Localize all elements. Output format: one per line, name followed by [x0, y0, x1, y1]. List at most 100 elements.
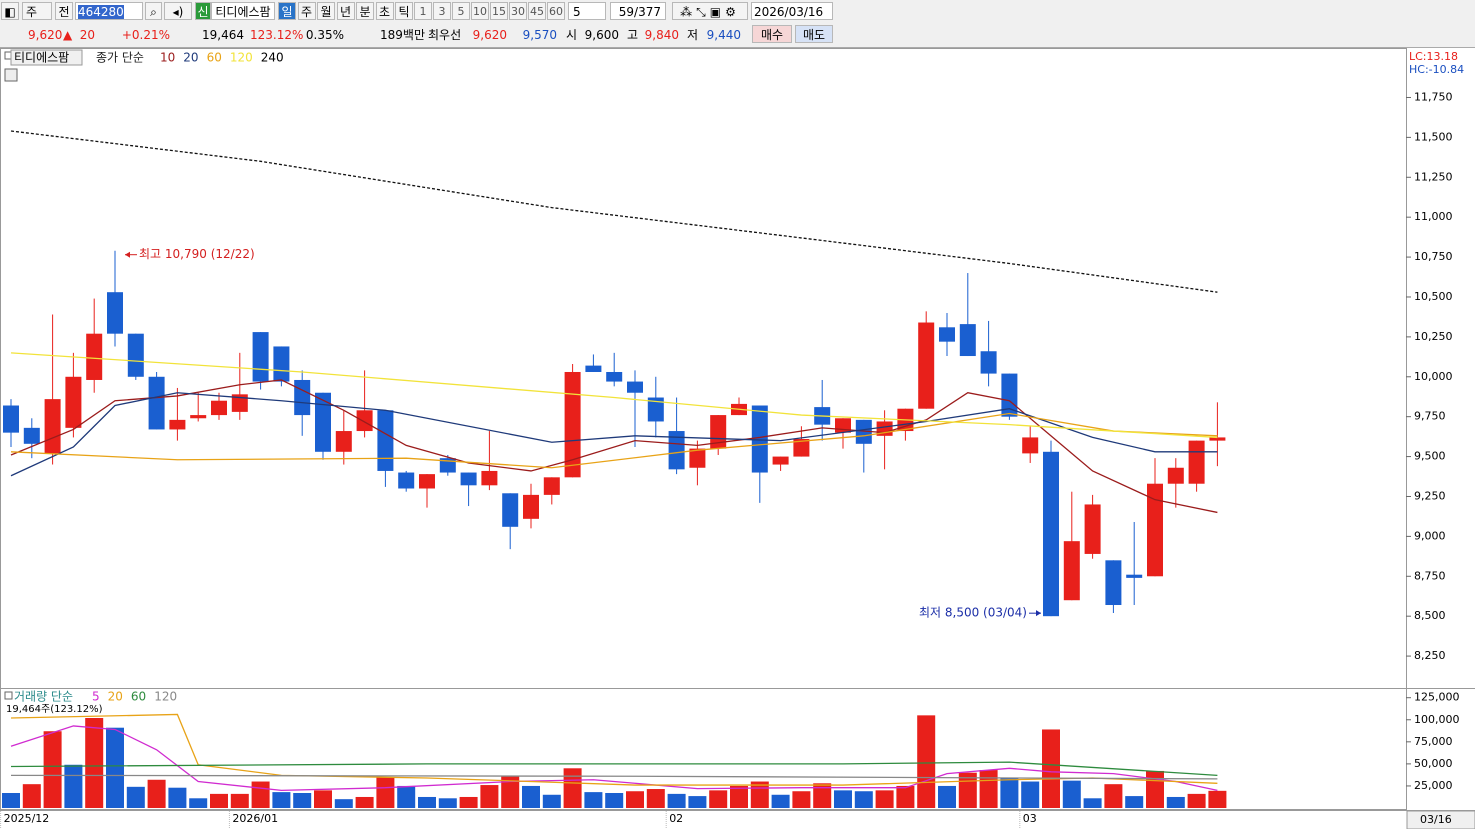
candle-body	[647, 397, 664, 422]
volume-bar	[64, 764, 83, 808]
volume-bar	[85, 718, 104, 808]
volume: 19,464	[202, 28, 244, 42]
unit-button[interactable]: 분	[356, 2, 374, 20]
volume-bar	[2, 793, 20, 808]
unit-button[interactable]: 일	[278, 2, 296, 20]
y-tick-label: 10,250	[1414, 330, 1453, 343]
ma-legend: 5	[92, 690, 100, 704]
volume-bar	[1062, 780, 1081, 808]
ma-legend: 20	[183, 51, 198, 65]
volume-bar	[1125, 796, 1144, 808]
volume-bar	[1042, 729, 1060, 808]
candle-body	[627, 381, 643, 393]
ma-label: 종가 단순	[96, 51, 144, 65]
candle-body	[356, 410, 373, 432]
candle-body	[1105, 560, 1122, 606]
legend-name-box	[10, 49, 83, 66]
buy-button[interactable]: 매수	[752, 25, 792, 43]
volume-bar	[563, 768, 582, 808]
candle-body	[939, 327, 955, 342]
low: 9,440	[706, 28, 741, 42]
minute-button[interactable]: 30	[509, 2, 527, 20]
volume-bar	[1021, 781, 1040, 808]
candle-body	[523, 494, 539, 519]
y-tick-label: 9,750	[1414, 410, 1446, 423]
volume-bar	[938, 785, 956, 808]
best-ask: 9,620	[472, 28, 507, 42]
volume-bar	[501, 776, 520, 808]
candle-body	[959, 324, 976, 357]
menu-icon[interactable]: ◧	[1, 2, 19, 20]
unit-button[interactable]: 초	[375, 2, 394, 20]
amount: 189백만	[380, 28, 425, 42]
volume-bar	[605, 793, 624, 808]
y-tick-label: 11,250	[1414, 170, 1453, 183]
count-select[interactable]: 5	[568, 2, 606, 20]
minute-button[interactable]: 45	[528, 2, 546, 20]
minute-button[interactable]: 15	[490, 2, 508, 20]
volume-bar	[875, 790, 894, 808]
candle-body	[689, 448, 706, 468]
low-label: 저	[687, 28, 699, 42]
speaker-button[interactable]: ◂)	[164, 2, 192, 20]
period-select[interactable]: 주	[22, 2, 52, 20]
candle-body	[419, 474, 435, 489]
candle-body	[1188, 440, 1205, 484]
volume-bar	[792, 791, 811, 808]
tool-icons[interactable]: ⁂⤡▣⚙	[672, 2, 748, 20]
minute-button[interactable]: 10	[471, 2, 489, 20]
candle-body	[315, 392, 331, 452]
candle-body	[377, 410, 394, 471]
unit-button[interactable]: 월	[317, 2, 335, 20]
stock-name: 티디에스팜	[211, 2, 275, 20]
volume-bar	[189, 798, 208, 808]
candle-body	[1084, 504, 1101, 554]
unit-button[interactable]: 년	[336, 2, 355, 20]
candle-body	[606, 371, 623, 382]
volume-bar	[397, 785, 416, 808]
volume-bar	[688, 796, 707, 808]
volume-bar	[854, 791, 873, 808]
best-bid: 9,570	[522, 28, 557, 42]
candle-body	[1167, 467, 1184, 484]
volume-bar	[667, 793, 686, 808]
volume-bar	[896, 785, 915, 808]
candle-body	[211, 400, 227, 416]
volume-title: 거래량 단순	[14, 690, 73, 704]
volume-bar	[709, 790, 728, 808]
y-tick-label: 8,500	[1414, 609, 1446, 622]
candle-body	[3, 405, 19, 433]
prev-button[interactable]: 전	[55, 2, 73, 20]
legend-name: 티디에스팜	[14, 51, 69, 65]
minute-button[interactable]: 60	[547, 2, 565, 20]
y-tick-label: 11,500	[1414, 130, 1453, 143]
minute-button[interactable]: 1	[414, 2, 432, 20]
candle-body	[543, 477, 560, 495]
annotation: 최고 10,790 (12/22)	[139, 247, 255, 261]
volume-bar	[230, 793, 249, 808]
search-button[interactable]: ⌕	[145, 2, 162, 20]
candle-body	[855, 419, 872, 444]
date-input[interactable]: 2026/03/16	[751, 2, 833, 20]
volume-bar	[251, 781, 270, 808]
volume-bar	[730, 785, 748, 808]
y-tick-label: 75,000	[1414, 735, 1453, 748]
code-input[interactable]: 464280	[75, 2, 143, 20]
minute-button[interactable]: 5	[452, 2, 470, 20]
candle-body	[1022, 437, 1039, 454]
candle-body	[1147, 483, 1163, 577]
up-arrow: ▲	[63, 28, 73, 42]
candle-body	[502, 493, 519, 527]
candle-body	[772, 456, 789, 465]
sell-button[interactable]: 매도	[795, 25, 833, 43]
unit-button[interactable]: 주	[297, 2, 316, 20]
y-tick-label: 50,000	[1414, 757, 1453, 770]
y-tick-label: 10,750	[1414, 250, 1453, 263]
candle-body	[585, 365, 602, 372]
x-tick-label: 03	[1023, 812, 1037, 825]
candle-body	[273, 346, 290, 382]
volume-ratio: 123.12%	[250, 28, 304, 42]
minute-button[interactable]: 3	[433, 2, 451, 20]
unit-button[interactable]: 틱	[395, 2, 413, 20]
volume-bar	[418, 796, 436, 808]
